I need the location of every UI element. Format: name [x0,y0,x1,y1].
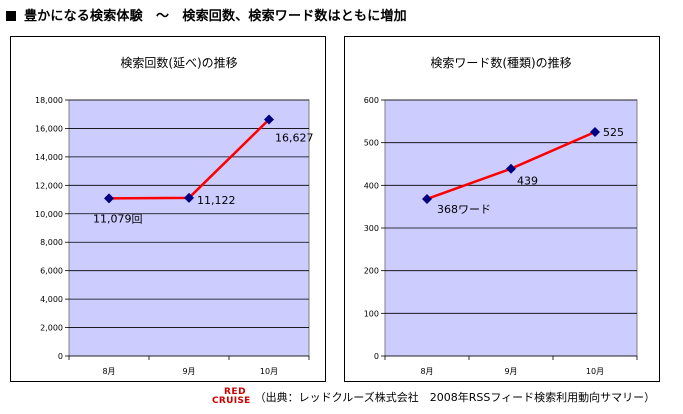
source-text: （出典：レッドクルーズ株式会社 2008年RSSフィード検索利用動向サマリー） [254,391,656,404]
y-tick-label: 2,000 [40,324,63,333]
data-point-marker [590,127,600,137]
logo-line2: CRUISE [212,396,251,406]
y-tick-label: 14,000 [35,153,63,162]
data-label: 368ワード [437,203,491,216]
data-point-marker [264,114,274,125]
chart-title: 検索ワード数(種類)の推移 [430,55,571,70]
page-headline: 豊かになる検索体験 ～ 検索回数、検索ワード数はともに増加 [6,5,407,24]
data-label: 16,627 [275,132,314,145]
square-bullet-icon [6,11,16,21]
x-tick-label: 8月 [102,367,115,376]
data-label: 11,079回 [93,212,143,225]
y-tick-label: 18,000 [35,96,63,105]
red-cruise-logo: RED CRUISE [212,388,251,406]
chart-title: 検索回数(延べ)の推移 [120,55,237,70]
data-point-marker [104,193,114,204]
data-label: 439 [517,175,538,188]
y-tick-label: 600 [364,96,379,105]
x-tick-label: 10月 [260,367,278,376]
data-point-marker [506,163,516,174]
chart-panel-search-count: 検索回数(延べ)の推移 0 2,000 4,000 6,000 8,000 10,000 12… [10,36,326,382]
y-tick-label: 16,000 [35,124,63,133]
data-point-marker [184,192,194,203]
data-label: 11,122 [197,194,236,207]
chart-panel-keyword-count: 検索ワード数(種類)の推移 0 100 200 300 400 500 600 8月 9月 10月 3… [344,36,660,382]
y-tick-label: 12,000 [35,181,63,190]
x-tick-label: 9月 [504,367,517,376]
y-tick-label: 0 [374,352,379,361]
y-tick-label: 8,000 [40,238,63,247]
data-label: 525 [603,126,624,139]
x-tick-label: 9月 [182,367,195,376]
y-tick-label: 300 [364,224,379,233]
y-tick-label: 100 [364,309,379,318]
headline-text: 豊かになる検索体験 ～ 検索回数、検索ワード数はともに増加 [24,9,407,24]
search-count-chart: 検索回数(延べ)の推移 0 2,000 4,000 6,000 8,000 10,000 12… [35,55,314,376]
logo-line1: RED [224,387,247,397]
y-tick-label: 6,000 [40,267,63,276]
keyword-count-chart: 検索ワード数(種類)の推移 0 100 200 300 400 500 600 8月 9月 10月 3… [364,55,638,376]
y-tick-label: 500 [364,139,379,148]
data-point-marker [422,193,432,204]
y-tick-label: 400 [364,181,379,190]
y-tick-label: 4,000 [40,295,63,304]
x-tick-label: 10月 [586,367,604,376]
x-tick-label: 8月 [420,367,433,376]
y-tick-label: 200 [364,267,379,276]
plot-area [68,99,310,357]
y-tick-label: 10,000 [35,210,63,219]
source-footer: RED CRUISE （出典：レッドクルーズ株式会社 2008年RSSフィード検… [212,386,655,408]
y-tick-label: 0 [58,352,63,361]
